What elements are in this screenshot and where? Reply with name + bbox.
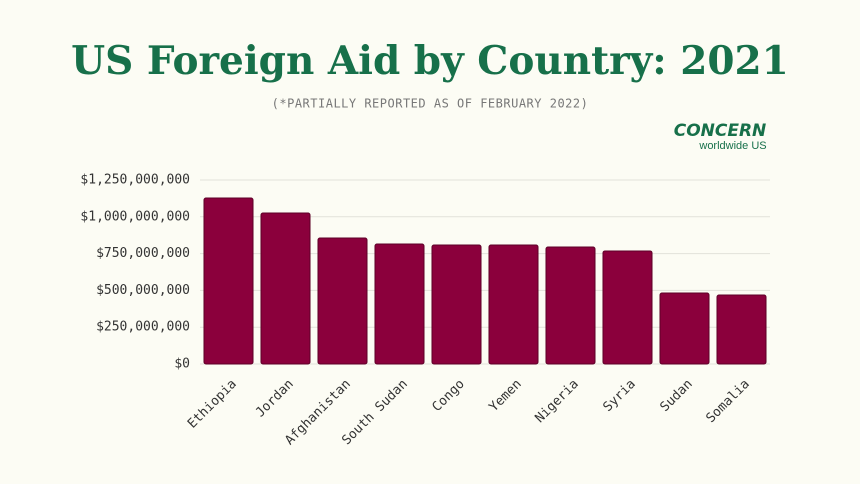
bar bbox=[659, 292, 710, 365]
x-tick-label: Somalia bbox=[703, 377, 752, 426]
bar bbox=[488, 244, 539, 365]
bar bbox=[203, 197, 254, 365]
bar bbox=[374, 243, 425, 365]
x-tick-label: Sudan bbox=[658, 377, 696, 415]
y-tick-label: $0 bbox=[174, 357, 190, 372]
chart-title: US Foreign Aid by Country: 2021 bbox=[71, 38, 789, 84]
chart-subtitle: (*PARTIALLY REPORTED AS OF FEBRUARY 2022… bbox=[272, 97, 589, 111]
y-tick-label: $1,000,000,000 bbox=[80, 209, 190, 224]
bar bbox=[317, 237, 368, 365]
bar bbox=[602, 250, 653, 365]
x-tick-label: Congo bbox=[430, 377, 468, 415]
bar bbox=[716, 294, 767, 365]
x-tick-label: Ethiopia bbox=[185, 377, 240, 432]
logo-tagline: worldwide US bbox=[698, 140, 766, 152]
y-tick-label: $1,250,000,000 bbox=[80, 173, 190, 188]
bar bbox=[431, 244, 482, 365]
x-tick-label: Nigeria bbox=[532, 377, 581, 426]
bar bbox=[260, 212, 311, 365]
y-tick-label: $250,000,000 bbox=[96, 320, 190, 335]
logo-name: CONCERN bbox=[674, 121, 767, 141]
bar bbox=[545, 246, 596, 365]
x-tick-label: Jordan bbox=[253, 377, 297, 421]
x-tick-label: Syria bbox=[601, 377, 639, 415]
x-tick-label: Yemen bbox=[487, 377, 525, 415]
y-tick-label: $750,000,000 bbox=[96, 246, 190, 261]
y-tick-label: $500,000,000 bbox=[96, 283, 190, 298]
